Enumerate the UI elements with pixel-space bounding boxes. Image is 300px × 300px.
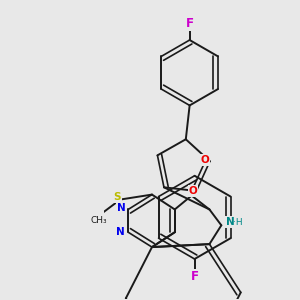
Text: CH₃: CH₃ (91, 216, 108, 225)
Text: F: F (190, 270, 199, 283)
Text: N: N (226, 217, 235, 227)
Text: O: O (189, 186, 197, 196)
Text: ·H: ·H (233, 218, 242, 227)
Text: S: S (114, 192, 121, 202)
Text: S: S (95, 212, 101, 222)
Text: O: O (200, 155, 209, 165)
Text: N: N (117, 203, 126, 213)
Text: S: S (95, 211, 103, 221)
Text: F: F (186, 17, 194, 30)
Text: N: N (116, 227, 125, 237)
